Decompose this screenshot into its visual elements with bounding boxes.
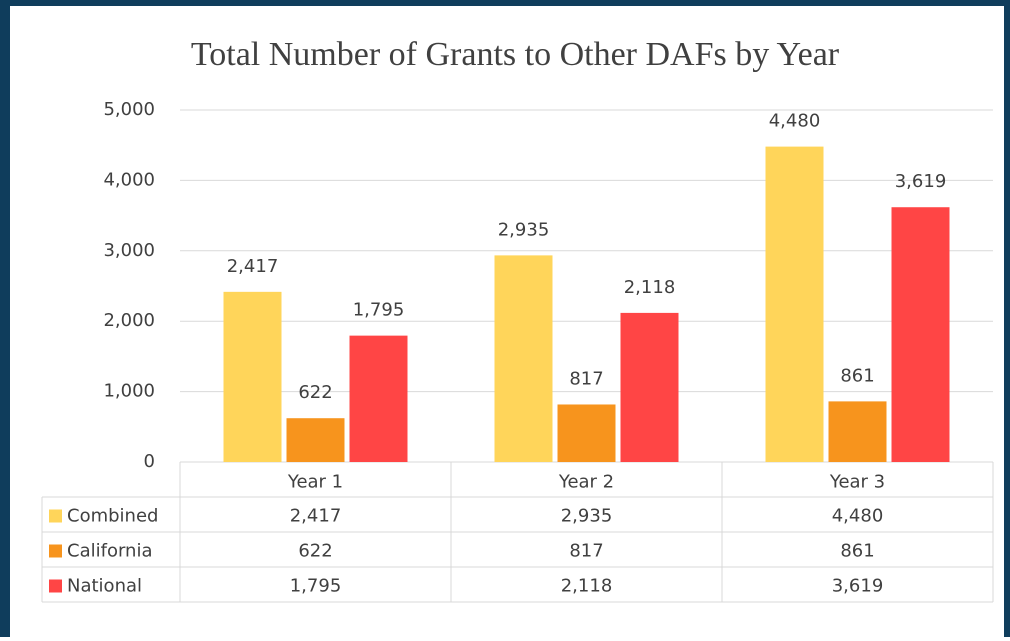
y-tick-label: 5,000 (103, 99, 155, 120)
table-cell: 861 (840, 541, 874, 562)
x-tick-label: Year 3 (829, 472, 885, 493)
data-label: 2,118 (624, 277, 676, 298)
legend-swatch (49, 579, 62, 593)
table-cell: 4,480 (832, 506, 884, 527)
table-cell: 1,795 (290, 576, 342, 597)
bar (828, 401, 887, 462)
bar (494, 255, 553, 462)
chart-title: Total Number of Grants to Other DAFs by … (191, 36, 840, 73)
data-label: 2,935 (498, 219, 550, 240)
data-label: 622 (298, 382, 332, 403)
legend-label: California (67, 541, 152, 562)
y-tick-label: 1,000 (103, 381, 155, 402)
data-label: 2,417 (227, 256, 279, 277)
table-cell: 2,417 (290, 506, 342, 527)
legend-swatch (49, 544, 62, 558)
table-cell: 2,118 (561, 576, 613, 597)
legend-label: National (67, 576, 142, 597)
y-tick-label: 4,000 (103, 169, 155, 190)
data-label: 3,619 (895, 171, 947, 192)
y-tick-label: 3,000 (103, 240, 155, 261)
data-label: 861 (840, 365, 874, 386)
bar (557, 404, 616, 462)
data-label: 4,480 (769, 111, 821, 132)
bar (620, 312, 679, 462)
legend-label: Combined (67, 506, 158, 527)
bar (765, 146, 824, 462)
x-tick-label: Year 1 (287, 472, 343, 493)
y-tick-label: 0 (144, 451, 155, 472)
table-cell: 622 (298, 541, 332, 562)
data-label: 1,795 (353, 300, 405, 321)
table-cell: 2,935 (561, 506, 613, 527)
bar (223, 291, 282, 462)
table-cell: 817 (569, 541, 603, 562)
bar (286, 418, 345, 462)
data-label: 817 (569, 368, 603, 389)
bar (349, 335, 408, 462)
x-tick-label: Year 2 (558, 472, 614, 493)
table-cell: 3,619 (832, 576, 884, 597)
y-tick-label: 2,000 (103, 310, 155, 331)
bar (891, 207, 950, 462)
legend-swatch (49, 509, 62, 523)
